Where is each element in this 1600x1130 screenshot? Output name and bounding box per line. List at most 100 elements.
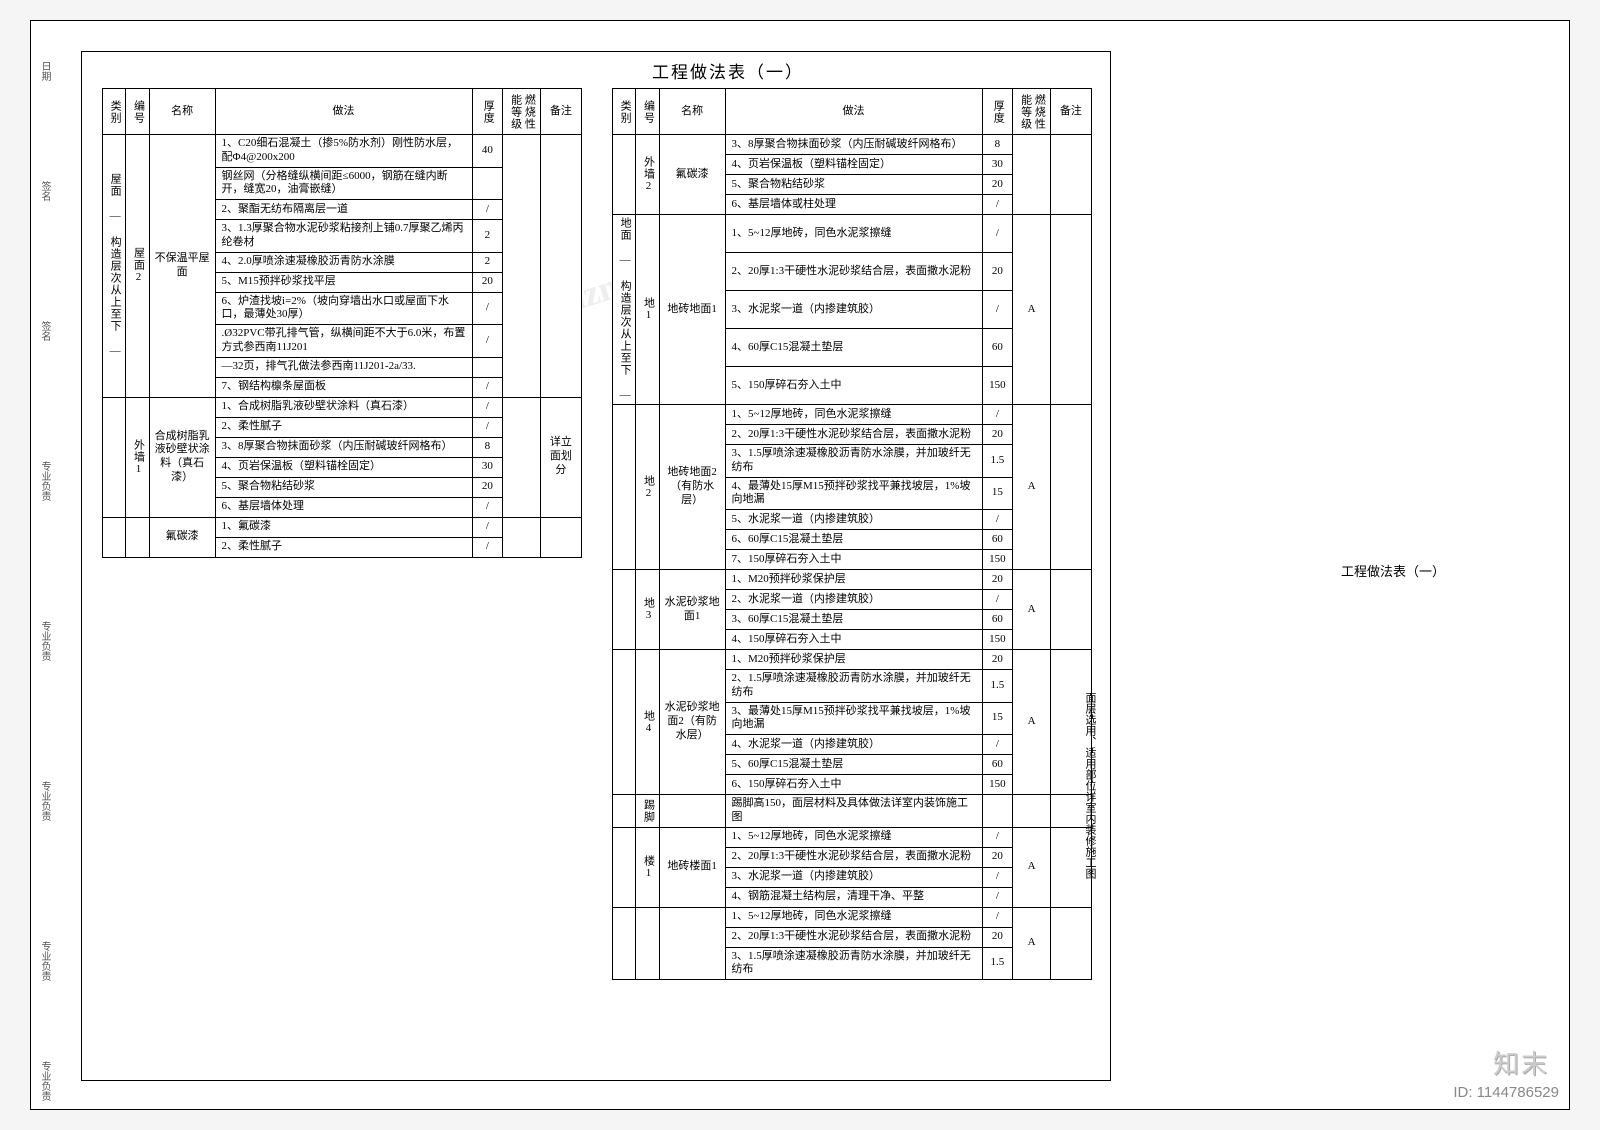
thickness-cell: /	[982, 907, 1013, 927]
method-cell: 1、5~12厚地砖，同色水泥浆擦缝	[725, 405, 982, 425]
number-cell: 地4	[636, 650, 659, 795]
method-cell: 1、5~12厚地砖，同色水泥浆擦缝	[725, 215, 982, 253]
name-cell: 氟碳漆	[149, 517, 215, 557]
method-cell: 1、5~12厚地砖，同色水泥浆擦缝	[725, 907, 982, 927]
thickness-cell: 20	[472, 477, 503, 497]
table-header: 编号	[126, 89, 149, 135]
category-cell	[613, 907, 636, 980]
left-table: 类别编号名称做法厚度燃烧性能等级备注屋面 — 构造层次从上至下 —屋面2不保温平…	[102, 88, 582, 558]
name-cell: 地砖地面2（有防水层）	[659, 405, 725, 570]
title-block-label: 工程做法表（一）	[1341, 561, 1445, 580]
thickness-cell: 20	[982, 650, 1013, 670]
drawing-sheet: 日期 签名 签名 专业负责 专业负责 专业负责 专业负责 专业负责 www.zn…	[30, 20, 1570, 1110]
number-cell: 地2	[636, 405, 659, 570]
thickness-cell: /	[472, 497, 503, 517]
table-header: 备注	[540, 89, 581, 135]
fire-cell: A	[1013, 650, 1051, 795]
thickness-cell: 30	[472, 457, 503, 477]
fire-cell: A	[1013, 570, 1051, 650]
table-row: 地4水泥砂浆地面2（有防水层）1、M20预拌砂浆保护层20A	[613, 650, 1092, 670]
right-table: 类别编号名称做法厚度燃烧性能等级备注外墙2氟碳漆3、8厚聚合物抹面砂浆（内压耐碱…	[612, 88, 1092, 980]
method-cell: .Ø32PVC带孔排气管，纵横间距不大于6.0米，布置方式参西南11J201	[215, 325, 472, 358]
name-cell: 地砖地面1	[659, 215, 725, 405]
table-header: 备注	[1050, 89, 1091, 135]
thickness-cell: 30	[982, 155, 1013, 175]
number-cell: 地1	[636, 215, 659, 405]
thickness-cell: 150	[982, 630, 1013, 650]
method-cell: 2、1.5厚喷涂速凝橡胶沥青防水涂膜，并加玻纤无纺布	[725, 670, 982, 703]
name-cell	[659, 907, 725, 980]
method-cell: —32页，排气孔做法参西南11J201-2a/33.	[215, 357, 472, 377]
method-cell: 5、聚合物粘结砂浆	[725, 175, 982, 195]
thickness-cell: /	[982, 291, 1013, 329]
drawing-area: www.znzmo.com www.znzmo.com www.znzmo.co…	[81, 51, 1111, 1081]
method-cell: 3、水泥浆一道（内掺建筑胶）	[725, 867, 982, 887]
number-cell	[126, 517, 149, 557]
thickness-cell: /	[472, 517, 503, 537]
thickness-cell: /	[982, 867, 1013, 887]
table-row: 屋面 — 构造层次从上至下 —屋面2不保温平屋面1、C20细石混凝土（掺5%防水…	[103, 135, 582, 168]
number-cell: 地3	[636, 570, 659, 650]
thickness-cell: 20	[982, 927, 1013, 947]
left-margin-labels: 日期 签名 签名 专业负责 专业负责 专业负责 专业负责 专业负责	[37, 61, 55, 1101]
category-cell	[613, 827, 636, 907]
name-cell: 水泥砂浆地面2（有防水层）	[659, 650, 725, 795]
thickness-cell: 1.5	[982, 670, 1013, 703]
thickness-cell: 20	[982, 175, 1013, 195]
thickness-cell: /	[472, 537, 503, 557]
thickness-cell: 60	[982, 755, 1013, 775]
table-row: 氟碳漆1、氟碳漆/	[103, 517, 582, 537]
method-cell: 7、150厚碎石夯入土中	[725, 550, 982, 570]
number-cell: 屋面2	[126, 135, 149, 398]
thickness-cell: /	[472, 325, 503, 358]
thickness-cell: /	[472, 397, 503, 417]
thickness-cell: /	[472, 417, 503, 437]
table-row: 外墙2氟碳漆3、8厚聚合物抹面砂浆（内压耐碱玻纤网格布）8	[613, 135, 1092, 155]
thickness-cell: /	[982, 195, 1013, 215]
method-cell: 4、2.0厚喷涂速凝橡胶沥青防水涂膜	[215, 252, 472, 272]
thickness-cell	[472, 357, 503, 377]
id-label: ID: 1144786529	[1453, 1084, 1559, 1101]
category-cell: 屋面 — 构造层次从上至下 —	[103, 135, 126, 398]
fire-cell: A	[1013, 827, 1051, 907]
margin-label: 专业负责	[37, 941, 52, 981]
method-cell: 1、5~12厚地砖，同色水泥浆擦缝	[725, 827, 982, 847]
margin-label: 签名	[37, 321, 52, 341]
method-cell: 6、基层墙体或柱处理	[725, 195, 982, 215]
thickness-cell: 8	[982, 135, 1013, 155]
number-cell: 外墙1	[126, 397, 149, 517]
method-cell: 4、水泥浆一道（内掺建筑胶）	[725, 735, 982, 755]
thickness-cell: 8	[472, 437, 503, 457]
thickness-cell: 15	[982, 477, 1013, 510]
method-cell: 3、1.5厚喷涂速凝橡胶沥青防水涂膜，并加玻纤无纺布	[725, 947, 982, 980]
method-cell: 3、1.5厚喷涂速凝橡胶沥青防水涂膜，并加玻纤无纺布	[725, 445, 982, 478]
method-cell: 2、20厚1:3干硬性水泥砂浆结合层，表面撒水泥粉	[725, 253, 982, 291]
method-cell: 4、钢筋混凝土结构层，清理干净、平整	[725, 887, 982, 907]
method-cell: 1、M20预拌砂浆保护层	[725, 570, 982, 590]
category-cell: 地面 — 构造层次从上至下 —	[613, 215, 636, 405]
method-cell: 6、炉渣找坡i=2%（坡向穿墙出水口或屋面下水口，最薄处30厚）	[215, 292, 472, 325]
method-cell: 钢丝网（分格缝纵横间距≤6000，钢筋在缝内断开，缝宽20，油膏嵌缝）	[215, 167, 472, 200]
margin-label: 专业负责	[37, 1061, 52, 1101]
table-row: 地面 — 构造层次从上至下 —地1地砖地面11、5~12厚地砖，同色水泥浆擦缝/…	[613, 215, 1092, 253]
thickness-cell: 20	[982, 253, 1013, 291]
table-row: 外墙1合成树脂乳液砂壁状涂料（真石漆）1、合成树脂乳液砂壁状涂料（真石漆）/详立…	[103, 397, 582, 417]
remark-cell	[1050, 135, 1091, 215]
thickness-cell: /	[982, 405, 1013, 425]
fire-cell: A	[1013, 907, 1051, 980]
table-row: 踢脚踢脚高150，面层材料及具体做法详室内装饰施工图	[613, 795, 1092, 828]
method-cell: 6、60厚C15混凝土垫层	[725, 530, 982, 550]
method-cell: 1、C20细石混凝土（掺5%防水剂）刚性防水层，配Φ4@200x200	[215, 135, 472, 168]
method-cell: 1、合成树脂乳液砂壁状涂料（真石漆）	[215, 397, 472, 417]
name-cell: 水泥砂浆地面1	[659, 570, 725, 650]
method-cell: 5、60厚C15混凝土垫层	[725, 755, 982, 775]
table-header: 编号	[636, 89, 659, 135]
thickness-cell: /	[472, 292, 503, 325]
name-cell: 地砖楼面1	[659, 827, 725, 907]
title-block: 工程做法表（一）	[1121, 51, 1551, 1081]
remark-cell	[540, 517, 581, 557]
thickness-cell: 150	[982, 367, 1013, 405]
name-cell	[659, 795, 725, 828]
method-cell: 4、页岩保温板（塑料锚栓固定）	[215, 457, 472, 477]
fire-cell: A	[1013, 215, 1051, 405]
